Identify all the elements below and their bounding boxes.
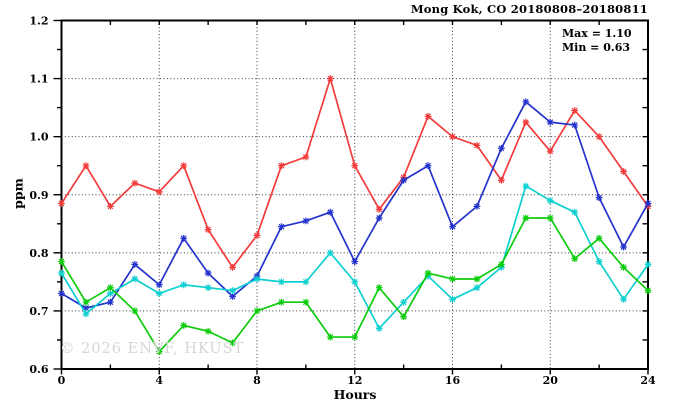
x-tick-label: 0 [58,374,66,387]
x-axis-label: Hours [333,387,377,402]
y-tick-label: 0.9 [29,189,48,202]
stats-box: Max = 1.10 Min = 0.63 [562,27,632,55]
y-tick-label: 0.6 [29,363,48,376]
y-tick-label: 1.1 [29,73,48,86]
x-tick-label: 12 [347,374,362,387]
x-tick-label: 8 [253,374,261,387]
min-value-label: Min = 0.63 [562,41,631,54]
x-tick-label: 4 [155,374,163,387]
y-tick-label: 0.7 [29,305,48,318]
watermark: © 2026 ENVF, HKUST [60,341,245,357]
x-tick-label: 24 [640,374,656,387]
y-tick-label: 1.2 [29,15,48,28]
series-markers-red [58,75,652,271]
y-tick-label: 0.8 [29,247,48,260]
x-tick-label: 16 [445,374,461,387]
max-value-label: Max = 1.10 [562,27,632,40]
series-markers-cyan [58,182,652,332]
y-axis-label: ppm [10,178,26,209]
x-tick-label: 20 [543,374,559,387]
series-markers-green [58,214,652,355]
y-tick-label: 1.0 [29,131,48,144]
chart-title: Mong Kok, CO 20180808–20180811 [410,2,648,16]
